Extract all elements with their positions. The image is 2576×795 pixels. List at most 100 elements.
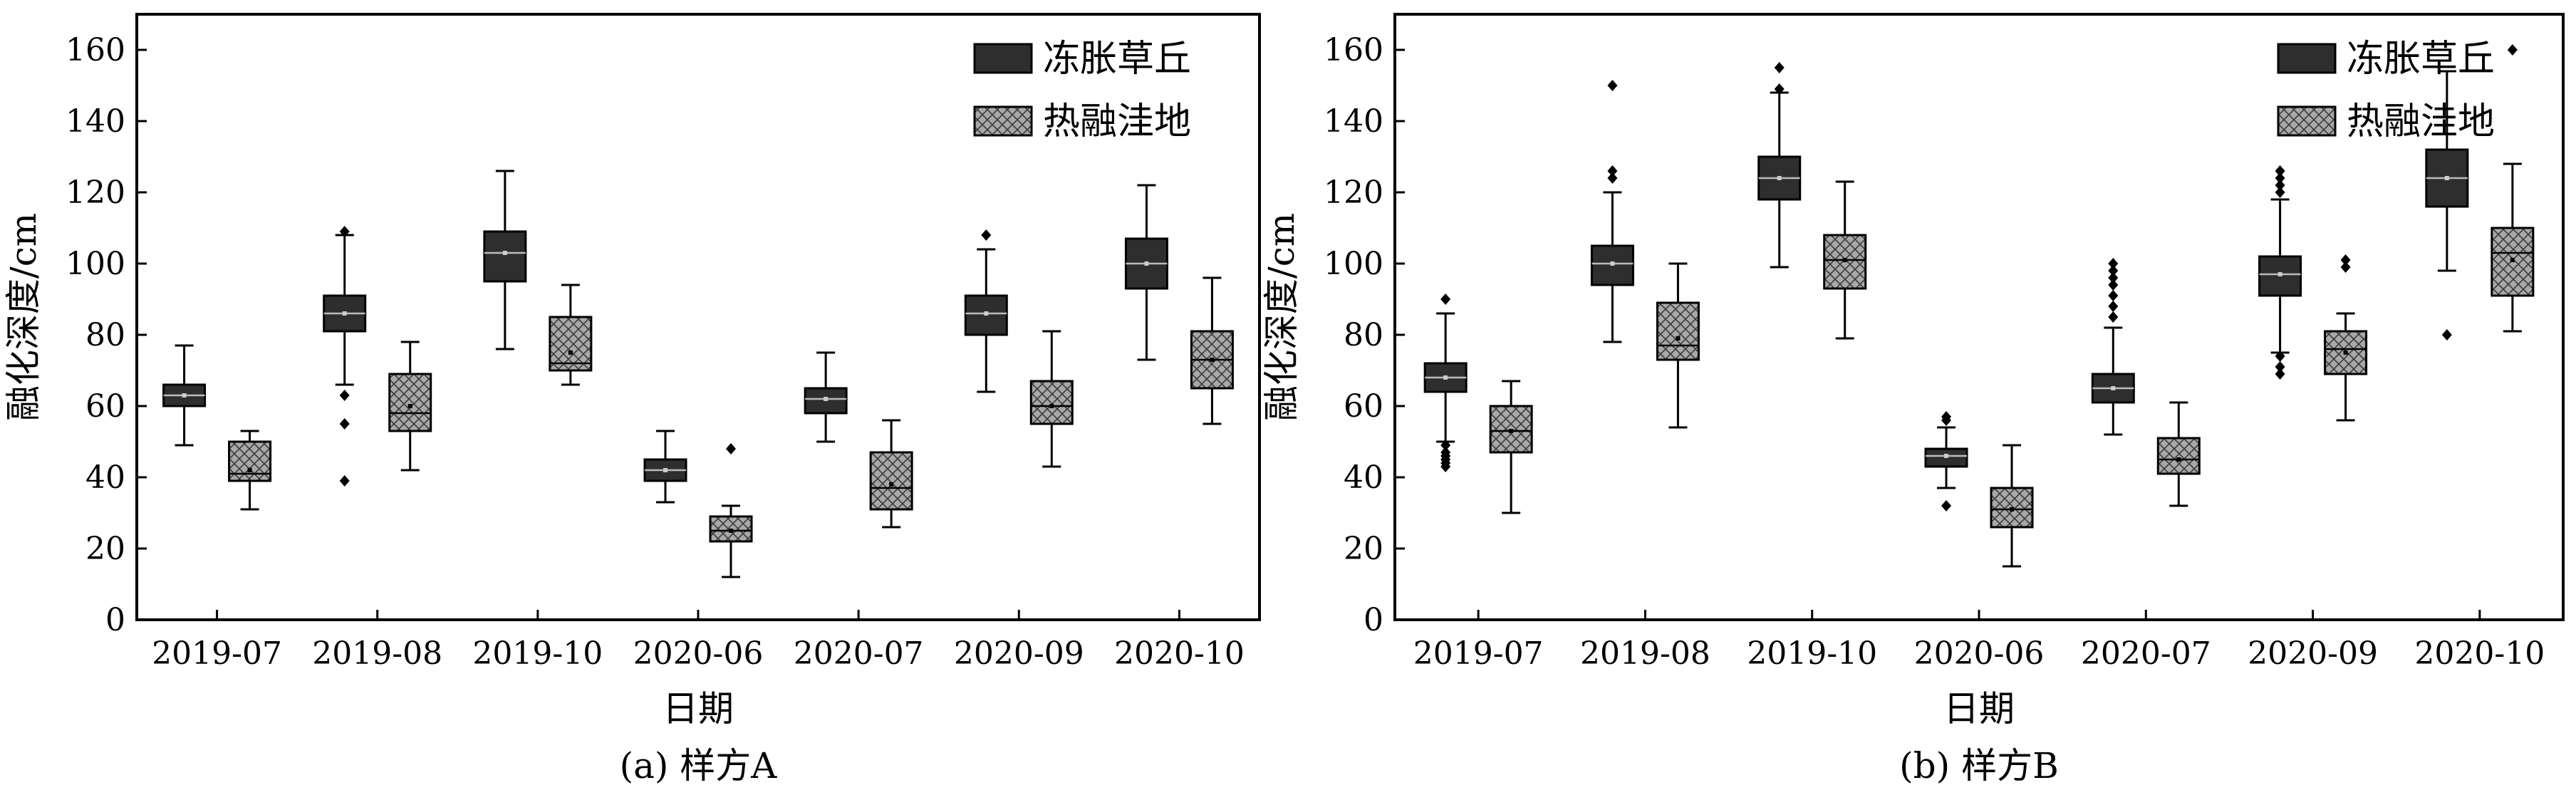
mean-marker	[2176, 457, 2181, 462]
y-tick-label: 60	[1344, 388, 1383, 425]
iqr-box	[2156, 437, 2201, 475]
legend-label: 热融洼地	[1043, 100, 1191, 143]
mean-marker	[1610, 261, 1615, 266]
mean-marker	[729, 529, 733, 533]
y-tick-label: 40	[1344, 459, 1383, 496]
outlier-point	[2108, 279, 2119, 291]
outlier-point	[2108, 301, 2119, 312]
y-tick-label: 0	[1364, 602, 1383, 638]
panel-b: 0 20 40 60 80 100 120 140 160 2019-07 2019-08 2019-…	[1261, 13, 2565, 786]
box-2020-07	[869, 419, 913, 529]
outlier-point	[1607, 80, 1618, 91]
y-tick-label: 20	[1344, 531, 1383, 567]
box-2019-08	[1590, 80, 1634, 343]
box-2020-09	[1029, 330, 1074, 468]
outlier-point	[2275, 165, 2285, 177]
series-frozen-hummock	[1423, 62, 2469, 511]
outlier-point	[339, 390, 350, 401]
iqr-box	[228, 440, 272, 482]
iqr-box	[1029, 380, 1074, 425]
mean-marker	[984, 311, 989, 316]
box-2020-07	[2156, 401, 2201, 507]
mean-marker	[1049, 404, 1054, 408]
series-thaw-depression	[228, 276, 1234, 578]
legend-label: 热融洼地	[2347, 100, 2495, 143]
x-tick-label: 2020-07	[2081, 635, 2211, 672]
box-2020-06	[643, 430, 687, 504]
x-tick-label: 2019-10	[1747, 635, 1877, 672]
box-2020-06	[1924, 411, 1968, 511]
outlier-point	[2275, 180, 2285, 191]
y-tick-label: 40	[85, 459, 125, 496]
outlier-point	[726, 443, 736, 454]
panel-a: 0 20 40 60 80 100 120 140 160 2019-07 2019-08 2019-…	[3, 13, 1261, 786]
box-2019-08	[388, 341, 432, 472]
mean-marker	[889, 482, 894, 487]
x-tick-label: 2019-08	[1580, 635, 1710, 672]
mean-marker	[2010, 507, 2014, 511]
mean-marker	[1676, 336, 1681, 341]
box-2019-07	[1423, 293, 1468, 472]
mean-marker	[1443, 375, 1448, 380]
mean-marker	[1144, 261, 1149, 266]
legend-swatch	[2277, 105, 2337, 137]
mean-marker	[1210, 358, 1215, 362]
box-2019-07	[1489, 380, 1533, 514]
box-2019-10	[1823, 180, 1867, 340]
series-frozen-hummock	[162, 170, 1168, 504]
legend-swatch	[973, 105, 1033, 137]
outlier-point	[2275, 172, 2285, 184]
box-2020-09	[2324, 254, 2368, 422]
box-2019-08	[323, 226, 367, 487]
box-2020-10	[1190, 276, 1234, 425]
mean-marker	[502, 251, 507, 255]
y-axis-title: 融化深度/cm	[1261, 213, 1302, 421]
outlier-point	[2275, 187, 2285, 198]
series-thaw-depression	[1489, 44, 2535, 568]
x-tick-label: 2020-10	[2414, 635, 2545, 672]
outlier-point	[2340, 254, 2351, 266]
box-2020-07	[2091, 258, 2135, 436]
box-2020-09	[2258, 165, 2302, 380]
box-2020-10	[2491, 44, 2535, 333]
iqr-box	[483, 230, 527, 283]
outlier-point	[2108, 258, 2119, 269]
mean-marker	[1777, 176, 1782, 180]
panel-caption: (b) 样方B	[1899, 745, 2059, 786]
outlier-point	[2108, 290, 2119, 301]
y-tick-label: 0	[105, 602, 125, 638]
mean-marker	[182, 393, 187, 398]
box-2020-10	[1124, 184, 1168, 361]
outlier-point	[1607, 172, 1618, 184]
x-tick-label: 2020-06	[633, 635, 764, 672]
mean-marker	[2444, 176, 2449, 180]
mean-marker	[568, 350, 573, 355]
mean-marker	[2278, 272, 2282, 276]
outlier-point	[1607, 165, 1618, 177]
mean-marker	[407, 404, 412, 408]
legend-swatch	[973, 43, 1033, 74]
outlier-point	[1774, 62, 1785, 73]
y-tick-label: 20	[85, 531, 125, 567]
outlier-point	[2340, 261, 2351, 273]
box-2020-06	[1990, 444, 2034, 568]
outlier-point	[1440, 461, 1451, 472]
outlier-point	[2108, 311, 2119, 323]
box-2019-07	[162, 344, 207, 447]
box-2019-08	[1656, 262, 1700, 429]
outlier-point	[339, 226, 350, 237]
y-tick-label: 100	[66, 246, 125, 282]
mean-marker	[247, 468, 252, 472]
outlier-point	[981, 229, 992, 241]
box-2019-10	[549, 284, 593, 386]
x-tick-label: 2020-09	[954, 635, 1084, 672]
y-tick-label: 120	[1324, 175, 1383, 211]
outlier-point	[2275, 368, 2285, 380]
x-tick-label: 2019-08	[312, 635, 442, 672]
x-tick-label: 2020-09	[2248, 635, 2378, 672]
mean-marker	[2510, 258, 2515, 262]
outlier-point	[2275, 350, 2285, 362]
x-tick-label: 2019-07	[1413, 635, 1544, 672]
legend-label: 冻胀草丘	[2347, 38, 2495, 80]
